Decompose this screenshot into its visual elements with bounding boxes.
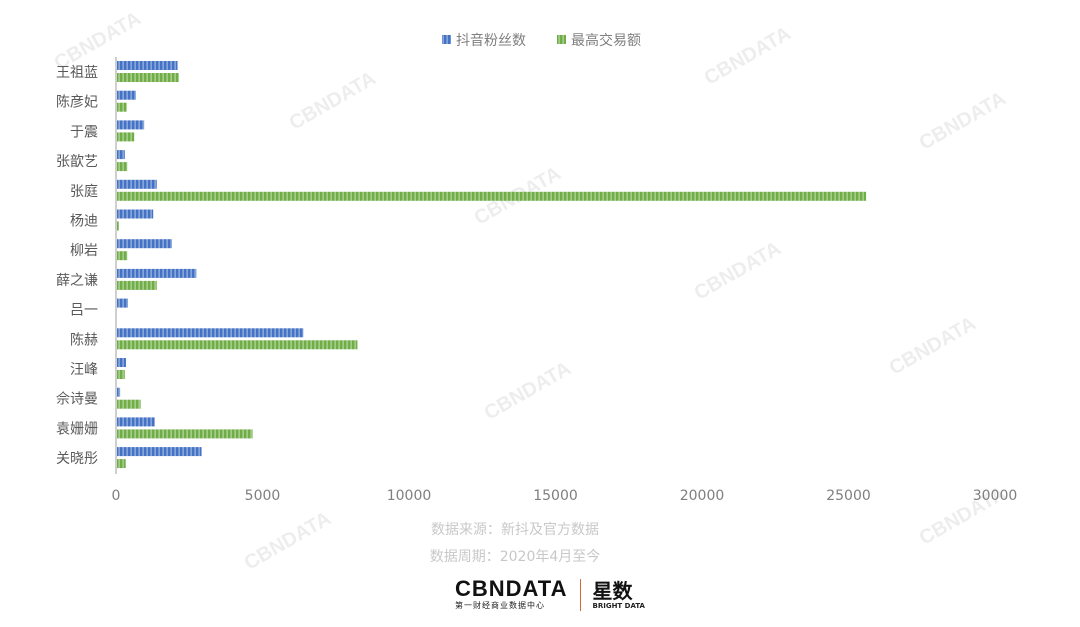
x-tick-label: 25000 [826, 488, 871, 504]
category-label: 佘诗曼 [56, 391, 98, 408]
xingshu-logo-text: 星数 [592, 578, 633, 603]
x-tick-label: 5000 [245, 488, 281, 504]
bar-fans [117, 61, 178, 70]
bar-fans [117, 328, 304, 338]
bar-sales [117, 459, 126, 469]
bar-sales [117, 429, 253, 439]
bar-sales [117, 132, 135, 142]
bar-sales [117, 162, 128, 172]
bar-fans [117, 179, 157, 189]
bar-fans [117, 239, 172, 249]
bar-fans [117, 209, 154, 219]
data-period-note: 数据周期：2020年4月至今 [429, 549, 601, 565]
xingshu-logo-subtitle: BRIGHT DATA [592, 601, 645, 610]
bar-fans [117, 447, 202, 457]
bar-fans [117, 120, 145, 130]
legend-swatch-sales [557, 35, 566, 44]
cbndata-logo-text: CBNDATA [455, 576, 568, 601]
category-label: 王祖蓝 [56, 65, 98, 81]
legend: 抖音粉丝数 最高交易额 [442, 32, 641, 49]
bar-sales [117, 221, 119, 231]
category-label: 于震 [70, 124, 98, 140]
x-tick-label: 0 [112, 488, 121, 504]
category-label: 杨迪 [70, 214, 98, 230]
category-label: 张歆艺 [56, 154, 98, 170]
category-label: 汪峰 [70, 362, 98, 378]
category-label: 陈赫 [70, 331, 98, 348]
bar-sales [117, 73, 179, 82]
bar-fans [117, 268, 197, 278]
bar-sales [117, 191, 867, 201]
bar-sales [117, 340, 358, 350]
category-label: 关晓彤 [56, 451, 98, 467]
bar-sales [117, 280, 157, 290]
bar-fans [117, 298, 129, 308]
legend-label-fans: 抖音粉丝数 [456, 32, 526, 49]
bar-sales [117, 370, 125, 379]
category-label: 薛之谦 [56, 273, 98, 289]
logo-divider [579, 578, 581, 611]
legend-swatch-fans [442, 35, 451, 44]
bar-fans [117, 90, 136, 100]
bar-fans [117, 358, 126, 367]
bar-fans [117, 417, 155, 427]
category-label: 张庭 [70, 183, 98, 200]
x-tick-label: 15000 [533, 488, 578, 504]
category-label: 吕一 [70, 303, 98, 319]
x-tick-label: 30000 [973, 488, 1018, 504]
bar-fans [117, 387, 121, 397]
bar-sales [117, 102, 127, 112]
bar-sales [117, 251, 128, 261]
brand-logo: CBNDATA 第一财经商业数据中心 星数 BRIGHT DATA [455, 578, 645, 611]
bar-fans [117, 150, 125, 160]
bar-sales [117, 399, 141, 409]
cbndata-logo-subtitle: 第一财经商业数据中心 [455, 601, 545, 610]
x-tick-label: 10000 [387, 488, 432, 504]
category-label: 袁姗姗 [56, 421, 98, 437]
legend-label-sales: 最高交易额 [571, 32, 641, 49]
category-label: 陈彦妃 [56, 94, 98, 111]
x-tick-label: 20000 [680, 488, 725, 504]
category-label: 柳岩 [70, 242, 98, 259]
data-source-note: 数据来源：新抖及官方数据 [431, 522, 599, 538]
